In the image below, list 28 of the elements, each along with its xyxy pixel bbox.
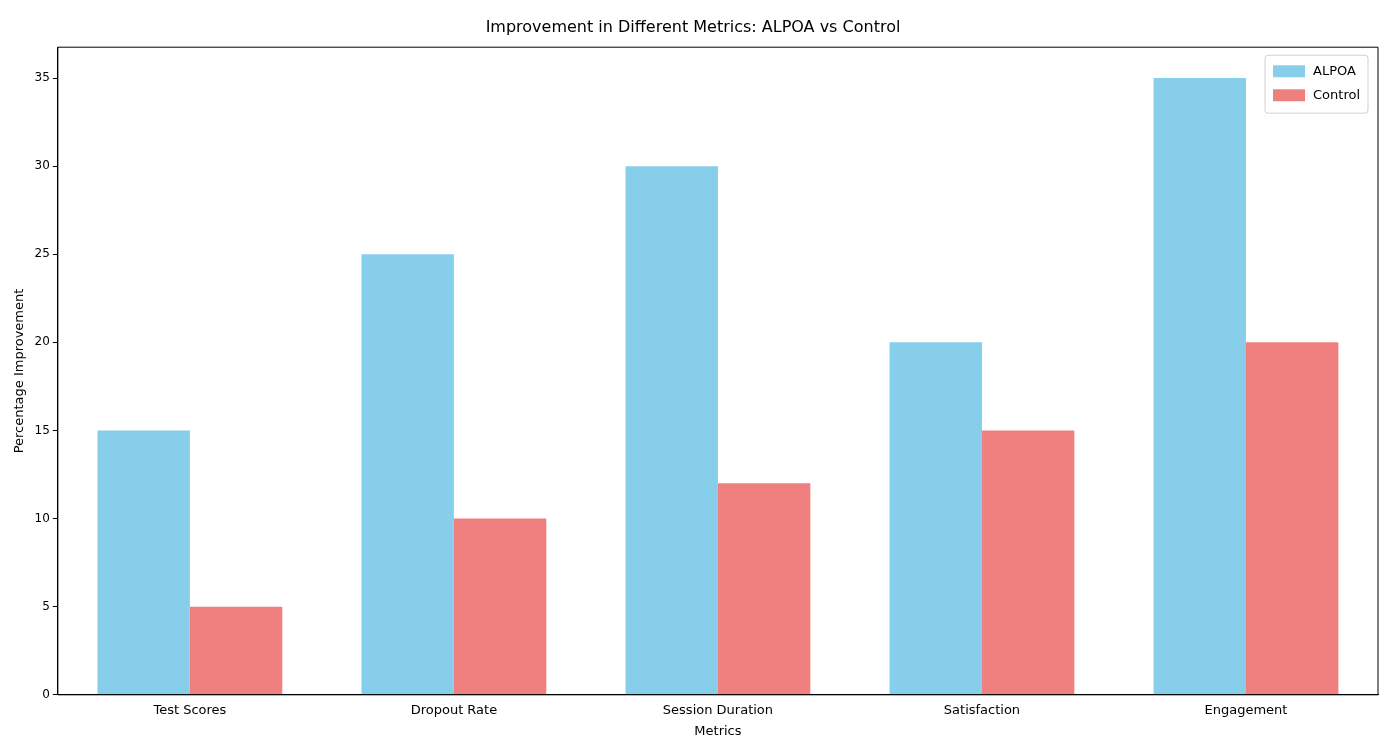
x-tick-label: Engagement bbox=[1204, 701, 1288, 717]
y-tick-label: 10 bbox=[34, 510, 50, 525]
bar bbox=[453, 518, 547, 695]
bar bbox=[1153, 78, 1246, 695]
bar bbox=[361, 254, 454, 695]
x-tick-label: Session Duration bbox=[662, 701, 774, 717]
bar bbox=[625, 166, 718, 695]
x-axis-title: Metrics bbox=[694, 722, 742, 738]
y-tick-label: 0 bbox=[42, 686, 50, 701]
bar bbox=[189, 606, 283, 695]
y-tick-label: 5 bbox=[42, 598, 50, 613]
chart-title: Improvement in Different Metrics: ALPOA vs Control bbox=[485, 16, 901, 36]
legend-label: Control bbox=[1313, 86, 1361, 102]
x-tick-label: Test Scores bbox=[152, 701, 227, 717]
legend-label: ALPOA bbox=[1313, 62, 1356, 78]
y-axis-title: Percentage Improvement bbox=[11, 288, 27, 454]
x-tick-label: Dropout Rate bbox=[410, 701, 498, 717]
bar bbox=[1245, 342, 1339, 695]
y-tick-label: 20 bbox=[34, 334, 50, 349]
x-tick-label: Satisfaction bbox=[943, 701, 1021, 717]
y-tick-label: 25 bbox=[34, 246, 50, 261]
y-tick-label: 15 bbox=[34, 422, 50, 437]
bar bbox=[981, 430, 1075, 695]
y-tick-label: 30 bbox=[34, 158, 50, 173]
bar bbox=[889, 342, 982, 695]
bar bbox=[717, 483, 811, 695]
bar bbox=[97, 430, 190, 695]
y-tick-label: 35 bbox=[34, 70, 50, 85]
